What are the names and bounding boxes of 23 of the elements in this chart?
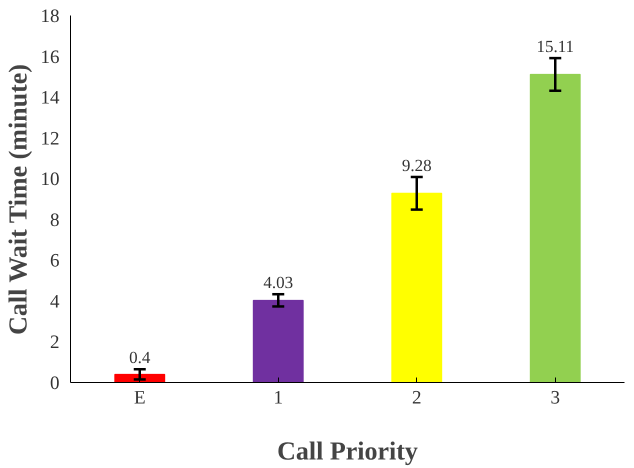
y-tick-label: 0: [50, 373, 60, 394]
y-tick-label: 10: [40, 169, 60, 190]
y-tick-label: 12: [40, 128, 60, 150]
bar: [530, 74, 581, 382]
y-tick-label: 14: [40, 88, 60, 109]
y-axis-title: Call Wait Time (minute): [4, 64, 32, 335]
bar: [252, 300, 304, 382]
x-tick-label: 1: [274, 388, 283, 408]
y-tick-label: 16: [40, 46, 60, 68]
data-label: 9.28: [402, 156, 432, 175]
x-tick-label: 3: [550, 388, 560, 408]
data-label: 0.4: [129, 348, 151, 368]
x-tick-label: E: [134, 388, 146, 408]
y-tick-label: 4: [50, 291, 60, 312]
data-label: 4.03: [263, 273, 294, 292]
y-tick-label: 6: [50, 250, 60, 272]
data-label: 15.11: [536, 37, 574, 56]
y-tick-label: 2: [50, 332, 60, 354]
x-tick-label: 2: [412, 388, 422, 408]
y-tick-label: 8: [50, 210, 60, 231]
bar: [391, 192, 442, 382]
y-tick-label: 18: [40, 6, 60, 27]
x-axis-title: Call Priority: [277, 436, 418, 466]
